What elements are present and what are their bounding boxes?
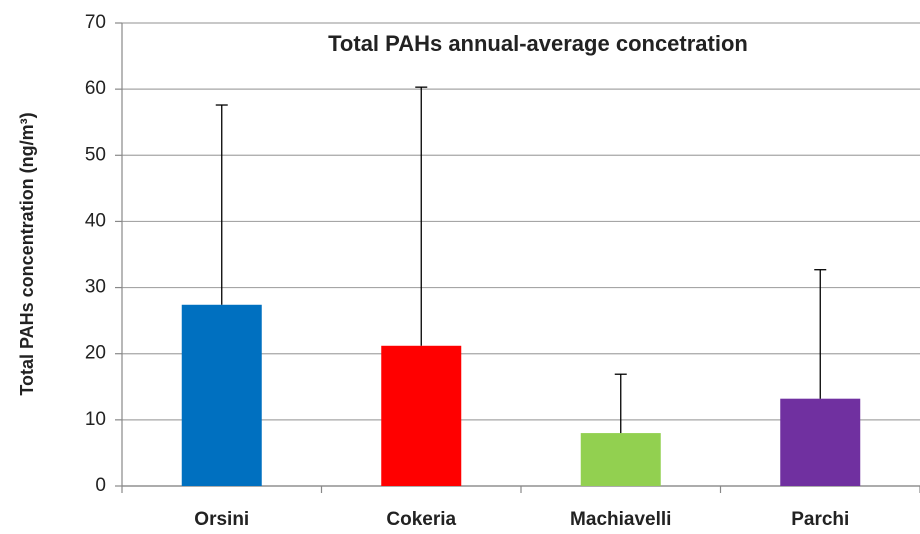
x-tick-label: Machiavelli — [570, 509, 671, 530]
x-tick-label: Orsini — [194, 509, 249, 530]
y-tick-label: 60 — [85, 78, 106, 99]
chart-title: Total PAHs annual-average concetration — [328, 31, 748, 56]
bar — [381, 345, 462, 486]
bar — [580, 433, 661, 486]
y-tick-label: 0 — [95, 475, 106, 496]
x-tick-label: Cokeria — [386, 509, 456, 530]
bar — [181, 304, 262, 486]
x-tick-label: Parchi — [791, 509, 849, 530]
y-tick-label: 50 — [85, 144, 106, 165]
y-tick-label: 40 — [85, 210, 106, 231]
y-tick-label: 10 — [85, 409, 106, 430]
y-tick-label: 30 — [85, 277, 106, 298]
y-tick-label: 20 — [85, 343, 106, 364]
bar — [780, 398, 861, 486]
y-tick-label: 70 — [85, 12, 106, 33]
y-axis-label: Total PAHs concentration (ng/m³) — [17, 112, 37, 395]
